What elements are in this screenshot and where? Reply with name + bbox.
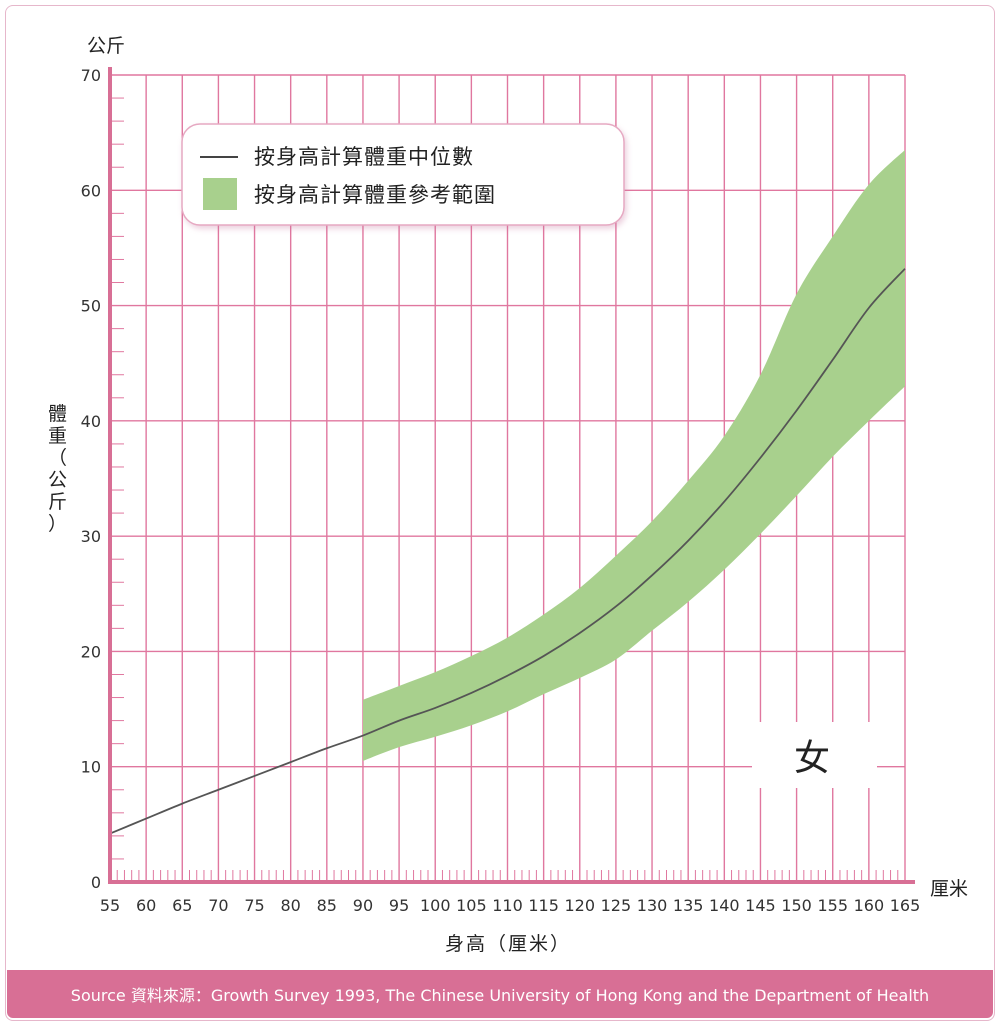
x-tick-label: 145 (745, 896, 776, 915)
median-line-path (109, 268, 906, 835)
legend-box (181, 123, 625, 226)
x-tick-label: 120 (564, 896, 595, 915)
x-tick-label: 155 (817, 896, 848, 915)
x-tick-label: 60 (136, 896, 156, 915)
x-tick-label: 55 (100, 896, 120, 915)
y-tick-label: 20 (81, 642, 101, 661)
x-tick-label: 160 (854, 896, 885, 915)
x-tick-label: 90 (353, 896, 373, 915)
x-tick-label: 105 (456, 896, 487, 915)
x-tick-label: 95 (389, 896, 409, 915)
tick-labels: 55 60 65 70 75 80 85 90 95 100 105 110 115 120 125 130 1… (81, 66, 921, 915)
legend-range-label: 按身高計算體重參考範圍 (254, 183, 496, 207)
y-tick-label: 0 (91, 873, 101, 892)
x-tick-label: 130 (637, 896, 668, 915)
y-tick-label: 30 (81, 527, 101, 546)
x-tick-label: 110 (492, 896, 523, 915)
y-tick-label: 40 (81, 412, 101, 431)
x-tick-label: 135 (673, 896, 704, 915)
y-tick-label: 50 (81, 297, 101, 316)
gender-badge: 女 (752, 722, 877, 788)
x-tick-label: 65 (172, 896, 192, 915)
x-tick-label: 140 (709, 896, 740, 915)
y-tick-label: 70 (81, 66, 101, 85)
x-tick-label: 75 (244, 896, 264, 915)
y-axis-title-char: 重 (48, 425, 67, 447)
reference-range-area (362, 149, 905, 761)
x-axis-title: 身高（厘米） (445, 933, 571, 955)
reference-range-band (362, 149, 905, 761)
x-tick-label: 85 (317, 896, 337, 915)
y-tick-label: 10 (81, 758, 101, 777)
y-axis-title-char: 公 (48, 469, 67, 491)
x-tick-label: 165 (890, 896, 921, 915)
x-tick-label: 115 (528, 896, 559, 915)
gender-badge-bg (752, 722, 877, 788)
x-unit-label: 厘米 (930, 878, 968, 900)
x-tick-label: 100 (420, 896, 451, 915)
y-axis-title-char: （ (48, 447, 67, 469)
gender-badge-text: 女 (794, 738, 830, 779)
x-tick-label: 150 (781, 896, 812, 915)
y-axis-title: 體重（公斤） (48, 403, 67, 535)
y-axis-title-char: 斤 (48, 491, 67, 513)
x-tick-label: 125 (601, 896, 632, 915)
x-tick-label: 80 (281, 896, 301, 915)
y-tick-label: 60 (81, 181, 101, 200)
y-unit-label: 公斤 (87, 35, 125, 57)
axes (108, 67, 915, 884)
median-line (109, 268, 906, 835)
y-axis-title-char: 體 (48, 403, 67, 425)
y-axis-title-char: ） (48, 513, 67, 535)
legend: 按身高計算體重中位數 按身高計算體重參考範圍 (181, 123, 625, 226)
legend-range-swatch (203, 178, 237, 210)
legend-median-label: 按身高計算體重中位數 (254, 145, 474, 169)
source-footer: Source 資料來源：Growth Survey 1993, The Chin… (7, 970, 993, 1018)
source-text: Source 資料來源：Growth Survey 1993, The Chin… (70, 986, 930, 1005)
x-tick-label: 70 (208, 896, 228, 915)
